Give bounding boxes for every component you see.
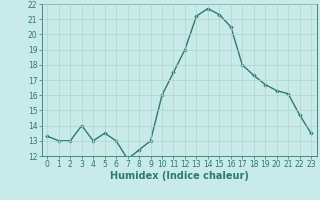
- X-axis label: Humidex (Indice chaleur): Humidex (Indice chaleur): [110, 171, 249, 181]
